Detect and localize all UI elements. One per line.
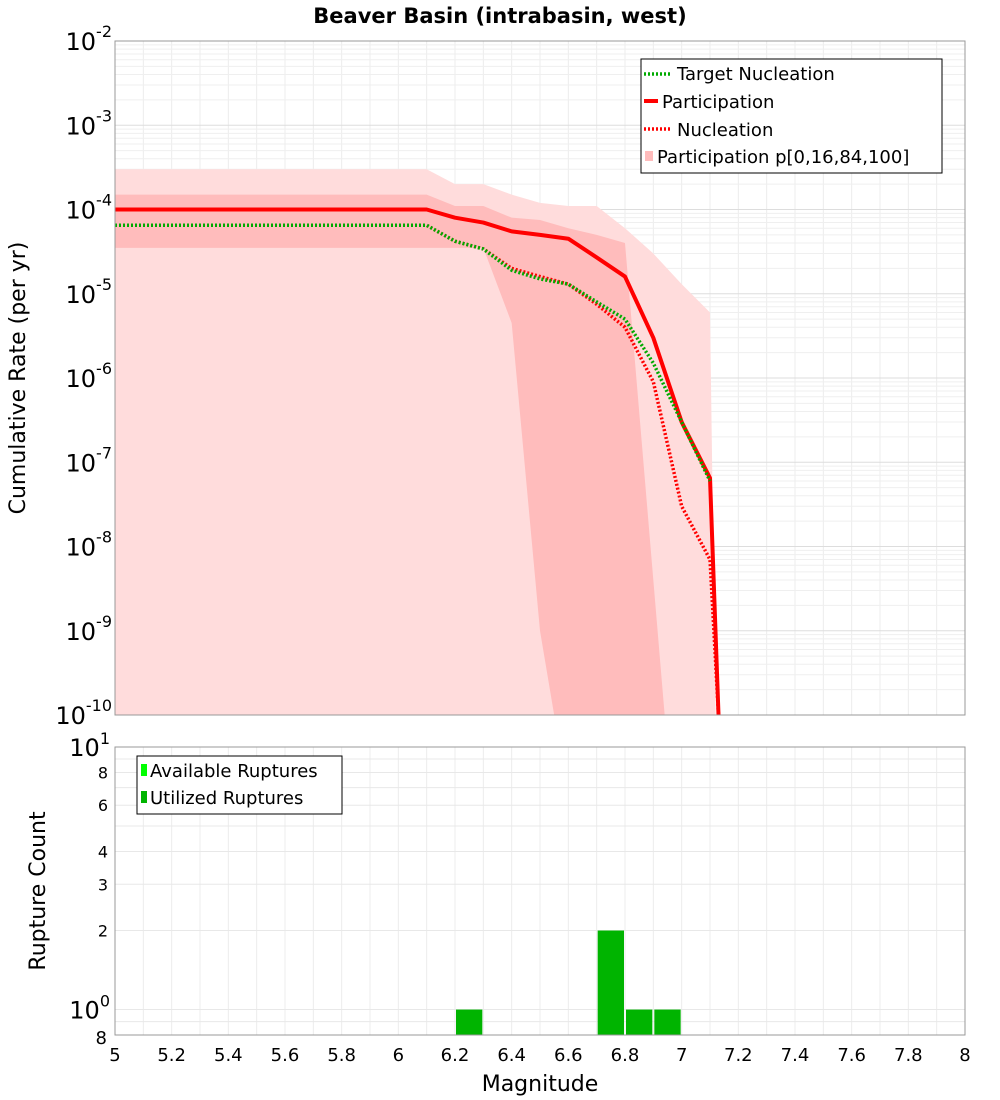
x-tick-label: 7 [676, 1045, 687, 1066]
rate-y-tick-label: 10-7 [66, 443, 113, 477]
legend-swatch-participation-band [645, 151, 653, 161]
rate-lines [115, 207, 721, 716]
legend-label-utilized-ruptures: Utilized Ruptures [150, 788, 303, 809]
chart-title: Beaver Basin (intrabasin, west) [313, 4, 686, 28]
x-tick-label: 5.4 [214, 1045, 243, 1066]
participation-band [115, 169, 716, 715]
rate-y-tick-label: 10-6 [66, 359, 113, 393]
rate-y-tick-label: 10-9 [66, 612, 113, 646]
rate-y-tick-label: 10-5 [66, 275, 113, 309]
x-tick-label: 5.2 [157, 1045, 186, 1066]
x-axis-label: Magnitude [482, 1072, 599, 1097]
rate-y-tick-label: 10-2 [66, 22, 113, 56]
x-tick-label: 6 [393, 1045, 404, 1066]
rate-panel: 10-10 10-9 10-8 10-7 10-6 10-5 10-4 10-3 10-2 Cu… [6, 22, 966, 730]
rupture-y-tick-label: 101 [69, 729, 110, 762]
rate-y-ticks: 10-10 10-9 10-8 10-7 10-6 10-5 10-4 10-3 10-2 [55, 22, 112, 730]
legend-swatch-available-ruptures [141, 764, 147, 776]
rate-y-tick-label: 10-3 [66, 106, 113, 140]
legend-label-target-nucleation: Target Nucleation [676, 64, 835, 85]
rupture-legend: Available Ruptures Utilized Ruptures [136, 755, 343, 815]
rupture-y-tick-label: 8 [98, 763, 108, 782]
x-tick-label: 5 [109, 1045, 120, 1066]
rupture-bar [654, 1009, 681, 1035]
rupture-legend-box [136, 755, 343, 815]
legend-label-available-ruptures: Available Ruptures [150, 761, 318, 782]
x-tick-label: 7.4 [781, 1045, 810, 1066]
legend-label-participation-band: Participation p[0,16,84,100] [657, 147, 909, 168]
rupture-y-tick-label: 2 [98, 922, 108, 941]
target-nucleation-line [115, 223, 712, 482]
rupture-bar [626, 1009, 653, 1035]
x-tick-label: 5.6 [271, 1045, 300, 1066]
legend-swatch-utilized-ruptures [141, 791, 147, 803]
participation-line [115, 207, 721, 716]
rupture-y-tick-label: 3 [98, 875, 108, 894]
x-tick-label: 6.4 [497, 1045, 526, 1066]
x-tick-label: 6.8 [611, 1045, 640, 1066]
rupture-plot-frame [114, 746, 966, 1036]
rate-y-tick-label: 10-8 [66, 528, 113, 562]
x-tick-label: 7.6 [837, 1045, 866, 1066]
rupture-y-tick-label: 4 [98, 842, 108, 861]
x-tick-label: 5.8 [327, 1045, 356, 1066]
x-tick-label: 6.6 [554, 1045, 583, 1066]
rate-legend: Target Nucleation Participation Nucleati… [640, 58, 943, 174]
x-tick-label: 7.2 [724, 1045, 753, 1066]
x-axis-ticks: 5 5.2 5.4 5.6 5.8 6 6.2 6.4 6.6 6.8 7 7.2 7.4 7.6 7.8 8 [109, 1045, 970, 1066]
legend-label-nucleation: Nucleation [677, 120, 773, 141]
rate-legend-box [640, 58, 943, 174]
rupture-bar [456, 1009, 483, 1035]
legend-label-participation: Participation [662, 92, 774, 113]
band-inner-p16-p84 [115, 194, 665, 715]
rate-y-tick-label: 10-4 [66, 191, 113, 225]
rupture-y-tick-label: 6 [98, 796, 108, 815]
x-tick-label: 6.2 [441, 1045, 470, 1066]
rate-y-tick-label: 10-10 [55, 696, 112, 730]
rupture-bar [597, 930, 624, 1035]
x-tick-label: 8 [959, 1045, 970, 1066]
x-tick-label: 7.8 [894, 1045, 923, 1066]
rupture-y-tick-label: 8 [96, 1028, 107, 1049]
rupture-bars [456, 930, 681, 1035]
rupture-y-tick-label: 100 [69, 992, 110, 1025]
rupture-y-axis-label: Rupture Count [26, 811, 51, 971]
rate-y-axis-label: Cumulative Rate (per yr) [6, 242, 31, 515]
rate-plot-frame [114, 40, 966, 716]
